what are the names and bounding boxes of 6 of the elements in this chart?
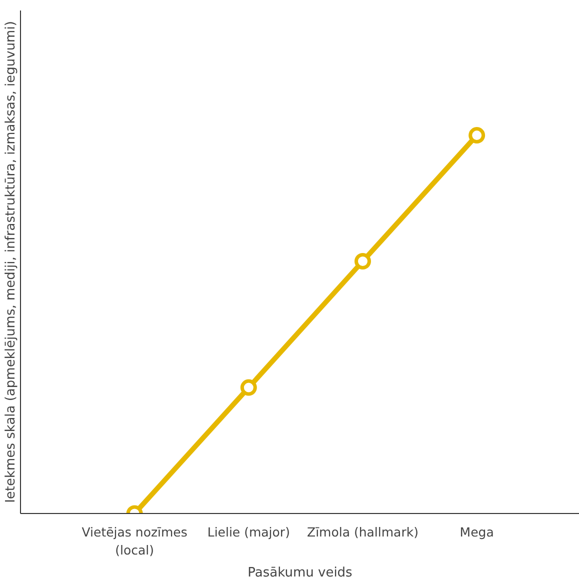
- x-tick-label: Vietējas nozīmes (local): [82, 524, 188, 558]
- x-axis-title: Pasākumu veids: [248, 566, 353, 580]
- x-tick-label: Mega: [460, 524, 494, 540]
- y-axis-title: Ietekmes skala (apmeklējums, mediji, infrastruktūra, izmaksas, ieguvumi): [4, 21, 18, 503]
- x-tick-label: Lielie (major): [207, 524, 290, 540]
- x-tick-label: Zīmola (hallmark): [307, 524, 418, 540]
